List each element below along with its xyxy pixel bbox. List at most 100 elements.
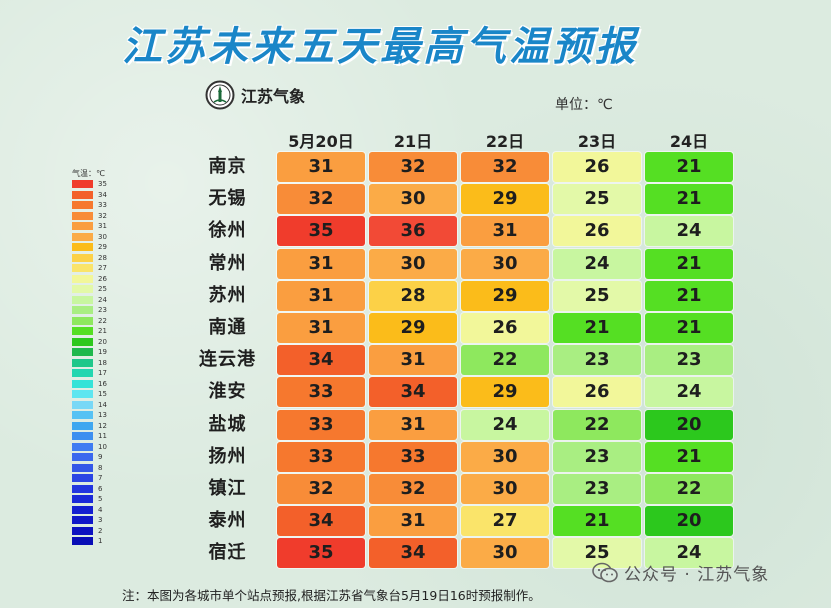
legend-label: 11	[98, 432, 107, 440]
legend-swatch	[72, 484, 93, 493]
temperature-cell: 32	[277, 184, 365, 215]
temperature-cell: 31	[369, 409, 457, 440]
wechat-icon	[592, 562, 618, 582]
legend-swatch	[72, 253, 93, 262]
legend-swatch	[72, 285, 93, 293]
temperature-cell: 20	[645, 409, 733, 440]
legend-label: 30	[98, 232, 107, 241]
temperature-cell: 22	[461, 345, 549, 376]
temperature-cell: 33	[277, 409, 365, 440]
temperature-cell: 29	[369, 313, 457, 343]
temperature-cell: 34	[277, 345, 365, 376]
legend-label: 17	[98, 369, 107, 377]
unit-label: 单位：℃	[555, 97, 613, 113]
legend-swatch	[72, 463, 93, 472]
legend-swatch	[72, 348, 93, 356]
temperature-cell: 30	[461, 538, 549, 569]
temperature-cell: 31	[277, 313, 365, 343]
temperature-cell: 33	[369, 441, 457, 472]
legend-swatch	[72, 432, 93, 440]
legend-swatch	[72, 232, 93, 241]
temperature-cell: 21	[645, 248, 733, 279]
temperature-cell: 22	[645, 474, 733, 504]
temperature-cell: 33	[277, 377, 365, 408]
legend-label: 12	[98, 421, 107, 430]
city-label: 常州	[208, 252, 247, 274]
legend-label: 27	[98, 264, 107, 272]
legend-swatch	[72, 222, 93, 230]
temperature-cell: 21	[645, 184, 733, 215]
legend-label: 22	[98, 316, 107, 325]
legend-swatch	[72, 495, 93, 503]
legend-label: 16	[98, 379, 107, 388]
legend-label: 7	[98, 474, 103, 482]
city-label: 苏州	[208, 284, 247, 306]
footnote: 注：本图为各城市单个站点预报,根据江苏省气象台5月19日16时预报制作。	[122, 588, 541, 603]
legend-swatch	[72, 474, 93, 482]
legend-swatch	[72, 190, 93, 199]
watermark-text: 公众号 · 江苏气象	[624, 565, 770, 585]
temperature-cell: 34	[277, 506, 365, 537]
legend-label: 24	[98, 295, 107, 304]
temperature-cell: 30	[461, 441, 549, 472]
temperature-cell: 34	[369, 377, 457, 408]
temperature-cell: 33	[277, 441, 365, 472]
legend-label: 4	[98, 505, 103, 514]
legend-swatch	[72, 274, 93, 283]
legend-label: 8	[98, 463, 103, 472]
temperature-cell: 23	[553, 441, 641, 472]
temperature-cell: 26	[461, 313, 549, 343]
temperature-cell: 21	[645, 313, 733, 343]
legend-label: 13	[98, 411, 107, 419]
temperature-cell: 26	[553, 216, 641, 247]
temperature-cell: 24	[645, 538, 733, 569]
city-label: 连云港	[199, 349, 256, 371]
temperature-cell: 22	[553, 409, 641, 440]
temperature-cell: 24	[461, 409, 549, 440]
temperature-cell: 30	[461, 248, 549, 279]
legend-swatch	[72, 201, 93, 209]
temperature-cell: 32	[369, 474, 457, 504]
legend-swatch	[72, 211, 93, 220]
temperature-cell: 31	[277, 152, 365, 182]
city-label: 南京	[208, 156, 247, 177]
legend-label: 6	[98, 484, 103, 493]
temperature-cell: 23	[553, 345, 641, 376]
legend-label: 2	[98, 526, 103, 535]
city-label: 扬州	[208, 445, 247, 467]
legend-swatch	[72, 327, 93, 335]
page-title: 江苏未来五天最高气温预报	[122, 24, 638, 70]
logo-text: 江苏气象	[241, 87, 306, 106]
legend-label: 19	[98, 348, 107, 356]
legend-label: 35	[98, 180, 107, 188]
temperature-cell: 24	[645, 216, 733, 247]
legend-label: 14	[98, 400, 107, 409]
legend-swatch	[72, 442, 93, 451]
legend-swatch	[72, 316, 93, 325]
temperature-cell: 32	[461, 152, 549, 182]
legend-swatch	[72, 264, 93, 272]
temperature-cell: 21	[645, 280, 733, 311]
legend-swatch	[72, 337, 93, 346]
legend-swatch	[72, 537, 93, 545]
city-label: 南通	[208, 317, 247, 338]
temperature-cell: 26	[553, 377, 641, 408]
temperature-cell: 29	[461, 184, 549, 215]
column-header: 5月20日	[288, 132, 354, 151]
legend-swatch	[72, 379, 93, 388]
column-header: 21日	[393, 132, 433, 151]
temperature-cell: 27	[461, 506, 549, 537]
city-label: 无锡	[208, 188, 247, 210]
temperature-cell: 31	[277, 280, 365, 311]
jiangsu-meteorology-logo: 江苏气象	[205, 78, 305, 112]
legend-label: 34	[98, 190, 107, 199]
temperature-cell: 29	[461, 280, 549, 311]
temperature-cell: 30	[461, 474, 549, 504]
temperature-cell: 21	[645, 152, 733, 182]
temperature-cell: 24	[645, 377, 733, 408]
city-label: 淮安	[208, 381, 247, 403]
temperature-cell: 23	[553, 474, 641, 504]
legend-swatch	[72, 400, 93, 409]
temperature-cell: 35	[277, 538, 365, 569]
temperature-cell: 26	[553, 152, 641, 182]
